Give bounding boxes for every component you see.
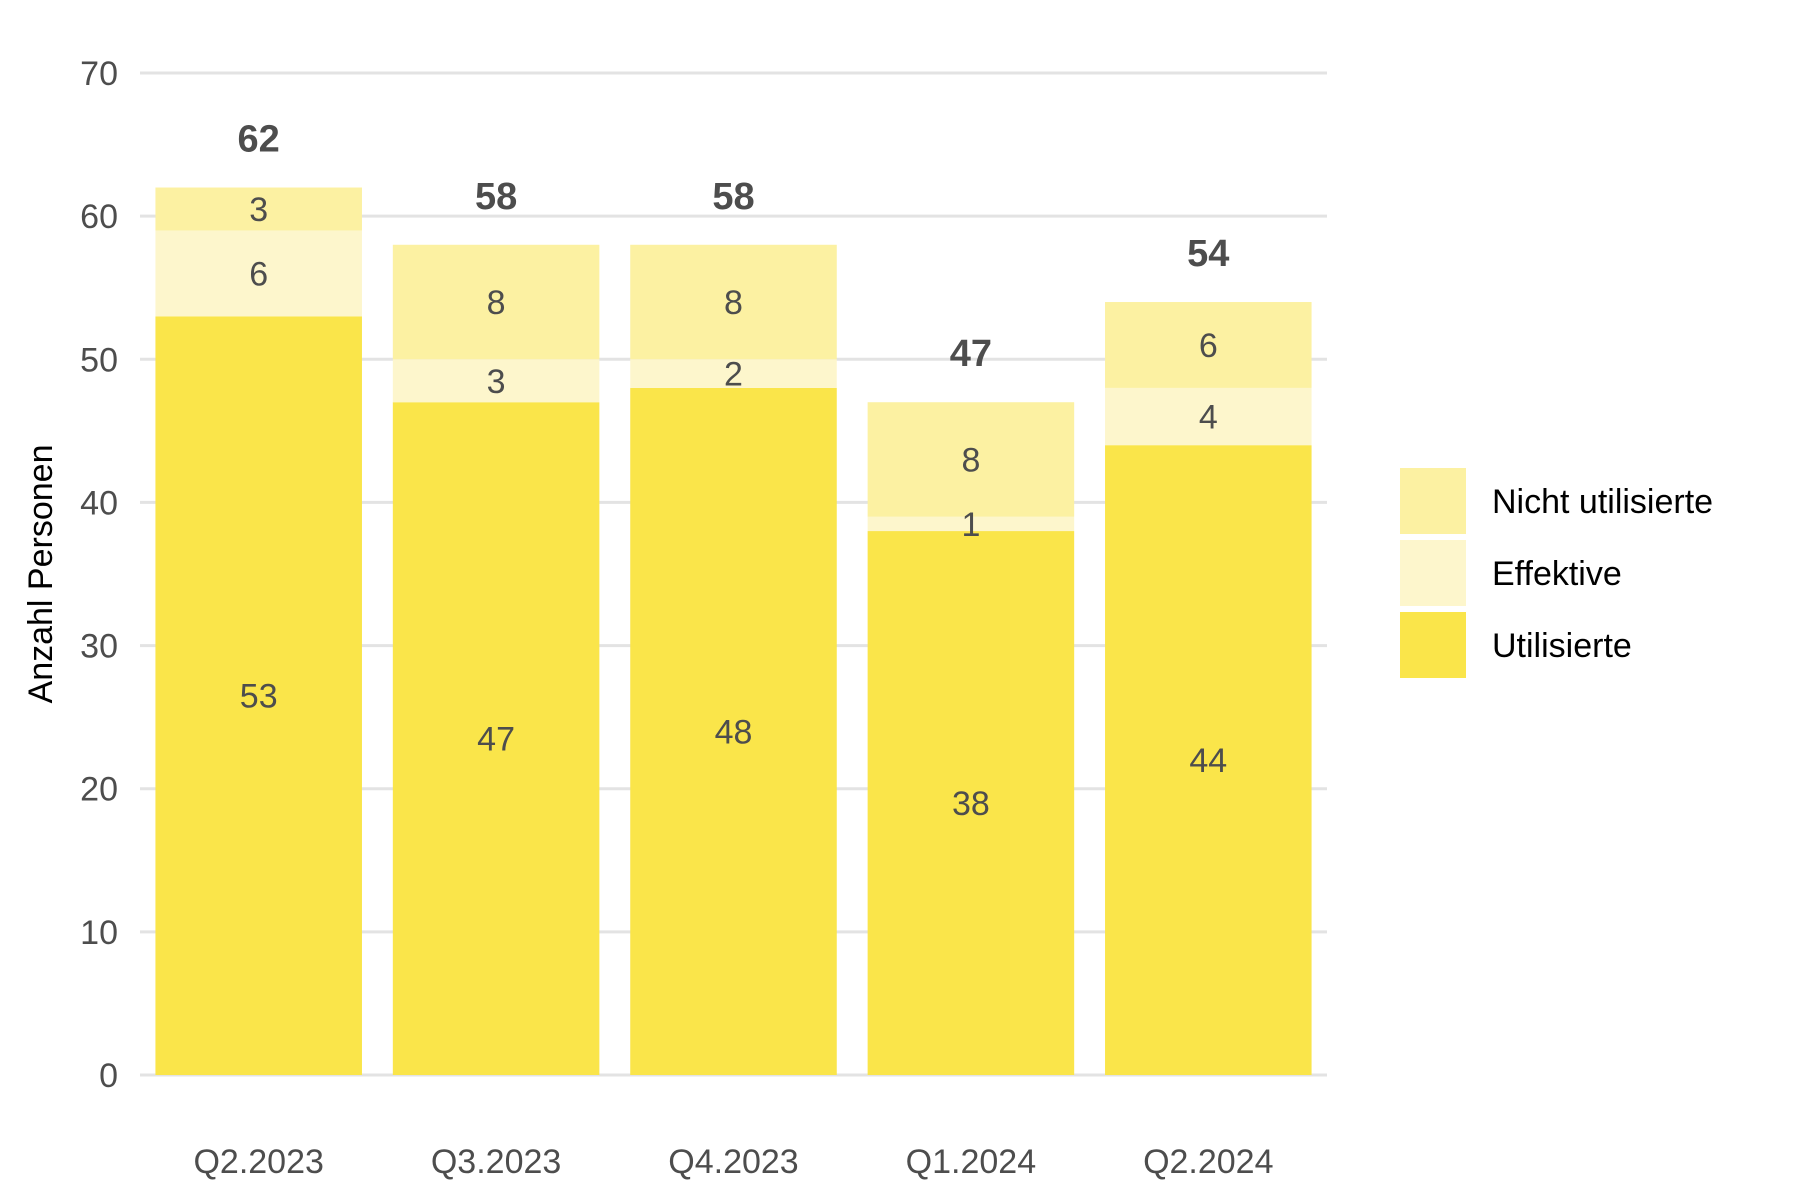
segment-value-label: 8 xyxy=(724,284,743,322)
bar-segment-effektive xyxy=(392,359,600,403)
bar-segment-utilisierte xyxy=(392,402,600,1075)
segment-value-label: 8 xyxy=(961,441,980,479)
segment-value-label: 1 xyxy=(961,506,980,544)
bar-segment-effektive xyxy=(630,359,837,388)
x-tick-label: Q4.2023 xyxy=(668,1143,798,1181)
x-tick-label: Q2.2023 xyxy=(193,1143,323,1181)
segment-value-label: 6 xyxy=(1199,327,1218,365)
segment-value-label: 53 xyxy=(240,678,278,716)
y-tick-label: 70 xyxy=(80,55,118,93)
y-tick-label: 0 xyxy=(99,1057,118,1095)
segment-value-label: 47 xyxy=(477,721,515,759)
segment-value-label: 48 xyxy=(715,713,753,751)
bar-segment-nicht-utilisierte xyxy=(1105,302,1312,388)
x-tick-label: Q1.2024 xyxy=(906,1143,1036,1181)
bar-total-label: 58 xyxy=(712,176,754,218)
legend-label: Effektive xyxy=(1492,555,1622,593)
bar-segment-utilisierte xyxy=(1105,445,1312,1076)
segment-value-label: 6 xyxy=(249,255,268,293)
y-tick-label: 20 xyxy=(80,771,118,809)
bar-layer xyxy=(155,187,1312,1076)
bar-segment-utilisierte xyxy=(630,387,837,1075)
bar-segment-effektive xyxy=(867,516,1075,532)
bar-total-label: 47 xyxy=(950,333,992,375)
bar-segment-utilisierte xyxy=(867,531,1075,1075)
legend-key-effektive xyxy=(1400,540,1466,606)
segment-value-label: 3 xyxy=(487,363,506,401)
bar-segment-effektive xyxy=(1105,387,1312,446)
segment-value-label: 8 xyxy=(487,284,506,322)
bar-segment-nicht-utilisierte xyxy=(630,244,837,360)
bar-total-label: 62 xyxy=(238,119,280,161)
legend-key-utilisierte xyxy=(1400,612,1466,678)
axis-layer: 0 10 20 30 40 50 60 70 Anzahl Personen Q2.2023 Q3.… xyxy=(22,55,1274,1181)
legend: Nicht utilisierte Effektive Utilisierte xyxy=(1400,468,1713,678)
y-tick-label: 50 xyxy=(80,341,118,379)
segment-value-label: 3 xyxy=(249,191,268,229)
bar-segment-nicht-utilisierte xyxy=(392,244,600,360)
segment-value-label: 2 xyxy=(724,356,743,394)
y-axis-title: Anzahl Personen xyxy=(22,445,60,704)
x-tick-label: Q3.2023 xyxy=(431,1143,561,1181)
bar-segment-utilisierte xyxy=(155,316,362,1075)
y-tick-label: 60 xyxy=(80,198,118,236)
legend-key-nicht-utilisierte xyxy=(1400,468,1466,534)
bar-segment-nicht-utilisierte xyxy=(155,187,362,231)
legend-label: Utilisierte xyxy=(1492,627,1632,665)
x-tick-label: Q2.2024 xyxy=(1143,1143,1273,1181)
bar-segment-effektive xyxy=(155,230,362,317)
legend-label: Nicht utilisierte xyxy=(1492,483,1713,521)
bar-segment-nicht-utilisierte xyxy=(867,402,1075,517)
bar-total-label: 58 xyxy=(475,176,517,218)
segment-value-label: 44 xyxy=(1189,742,1227,780)
y-tick-label: 10 xyxy=(80,914,118,952)
segment-value-label: 4 xyxy=(1199,399,1218,437)
y-tick-label: 30 xyxy=(80,628,118,666)
bar-total-label: 54 xyxy=(1187,233,1229,275)
y-tick-label: 40 xyxy=(80,484,118,522)
segment-value-label: 38 xyxy=(952,785,990,823)
